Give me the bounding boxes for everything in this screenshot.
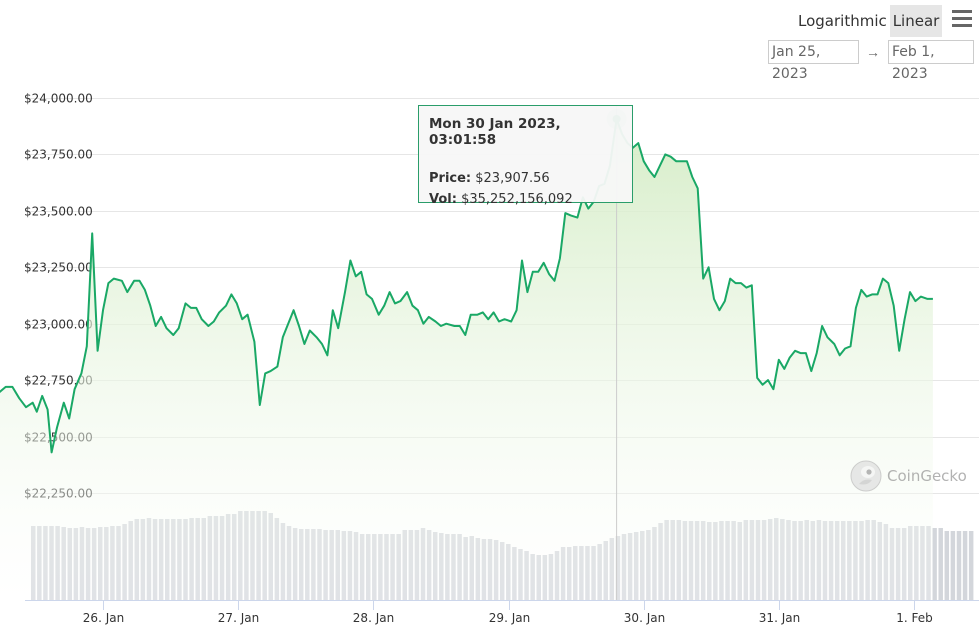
watermark-text: CoinGecko — [887, 467, 967, 485]
date-to-input[interactable]: Feb 1, 2023 — [888, 40, 974, 82]
date-range-arrow: → — [866, 44, 880, 60]
volume-bar — [932, 528, 937, 600]
tooltip-price-row: Price: $23,907.56 — [429, 168, 622, 189]
coingecko-watermark: CoinGecko — [850, 460, 967, 492]
price-tooltip: Mon 30 Jan 2023, 03:01:58 Price: $23,907… — [418, 105, 633, 207]
tooltip-title: Mon 30 Jan 2023, 03:01:58 — [429, 116, 561, 148]
x-tick-label: 27. Jan — [218, 611, 259, 625]
tooltip-vol-label: Vol: — [429, 192, 457, 207]
volume-bar — [944, 531, 950, 600]
coingecko-gecko-icon — [850, 460, 882, 492]
volume-bar — [962, 531, 968, 600]
price-line — [0, 118, 933, 454]
volume-bar — [938, 528, 943, 600]
linear-scale-button[interactable]: Linear — [890, 5, 942, 37]
tooltip-vol-row: Vol: $35,252,156,092 — [429, 189, 622, 210]
tooltip-vol-value: $35,252,156,092 — [461, 192, 573, 207]
date-from-input[interactable]: Jan 25, 2023 — [768, 40, 859, 82]
x-tick-label: 31. Jan — [759, 611, 800, 625]
hamburger-menu-icon[interactable] — [952, 10, 972, 28]
x-tick-label: 26. Jan — [83, 611, 124, 625]
x-tick-label: 30. Jan — [624, 611, 665, 625]
x-tick-label: 1. Feb — [896, 611, 933, 625]
volume-bar — [968, 531, 974, 600]
tooltip-price-label: Price: — [429, 171, 472, 186]
x-axis-ticks: 26. Jan 27. Jan 28. Jan 29. Jan 30. Jan 31. J… — [83, 600, 933, 625]
volume-bar — [950, 531, 956, 600]
x-tick-label: 29. Jan — [489, 611, 530, 625]
y-tick-label: $24,000.00 — [24, 92, 93, 106]
volume-bar — [956, 531, 962, 600]
price-area-fill — [0, 119, 933, 600]
logarithmic-scale-button[interactable]: Logarithmic — [798, 12, 887, 30]
y-tick-label: $23,250.00 — [24, 261, 93, 275]
y-tick-label: $23,500.00 — [24, 205, 93, 219]
x-tick-label: 28. Jan — [353, 611, 394, 625]
y-tick-label: $23,750.00 — [24, 148, 93, 162]
tooltip-price-value: $23,907.56 — [475, 171, 550, 186]
y-tick-label: $23,000.00 — [24, 318, 93, 332]
y-tick-label: $22,750.00 — [24, 374, 93, 388]
